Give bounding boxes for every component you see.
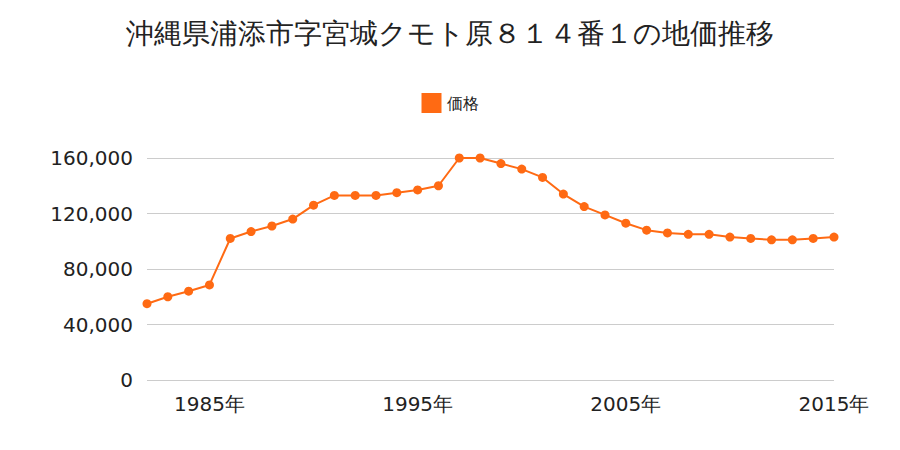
svg-text:価格: 価格 xyxy=(447,94,479,113)
svg-text:40,000: 40,000 xyxy=(63,313,133,337)
svg-text:120,000: 120,000 xyxy=(50,202,133,226)
svg-text:2005年: 2005年 xyxy=(590,392,661,416)
svg-text:1985年: 1985年 xyxy=(174,392,245,416)
svg-text:沖縄県浦添市字宮城クモト原８１４番１の地価推移: 沖縄県浦添市字宮城クモト原８１４番１の地価推移 xyxy=(126,17,774,50)
svg-text:2015年: 2015年 xyxy=(799,392,870,416)
svg-text:80,000: 80,000 xyxy=(63,257,133,281)
svg-text:160,000: 160,000 xyxy=(50,146,133,170)
svg-text:1995年: 1995年 xyxy=(382,392,453,416)
svg-text:0: 0 xyxy=(120,368,133,392)
